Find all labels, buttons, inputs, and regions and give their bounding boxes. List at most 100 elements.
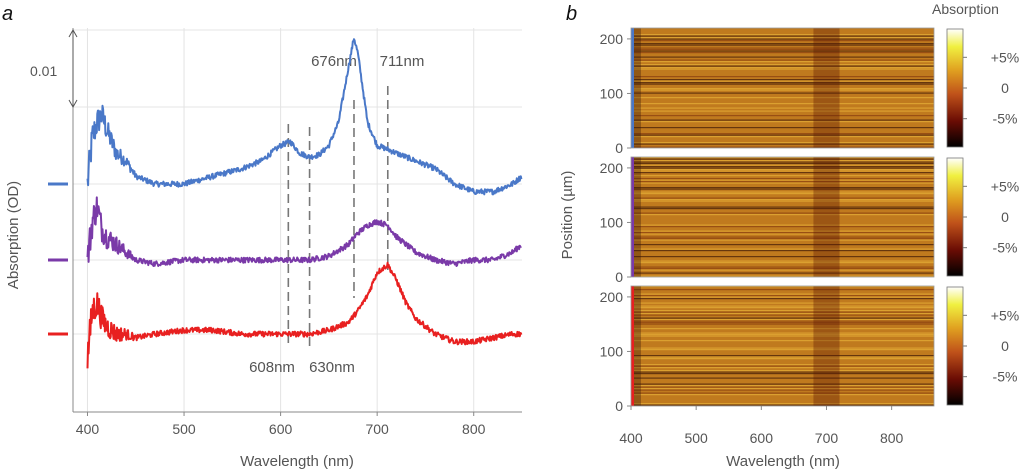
heatmap-streak bbox=[631, 392, 934, 394]
heatmap-panel: 0 100 200 +5% 0 -5% bbox=[600, 27, 1019, 156]
heatmap-streak bbox=[631, 61, 934, 63]
y-tick-label: 200 bbox=[600, 160, 624, 176]
heatmap-streak bbox=[631, 59, 934, 61]
y-tick-label: 100 bbox=[600, 214, 624, 230]
heatmap-streak bbox=[631, 388, 934, 390]
heatmap-streak bbox=[631, 322, 934, 324]
heatmap-streak bbox=[631, 214, 934, 216]
x-tick-label: 800 bbox=[880, 430, 904, 446]
heatmap-streak bbox=[631, 161, 934, 163]
heatmap-dark-band bbox=[813, 157, 840, 277]
panel-b-y-axis-label: Position (µm) bbox=[559, 171, 576, 260]
heatmap-streak bbox=[631, 365, 934, 367]
heatmap-streak bbox=[631, 383, 934, 385]
heatmap-streak bbox=[631, 191, 934, 193]
heatmap-streak bbox=[631, 88, 934, 90]
heatmap-streak bbox=[631, 43, 934, 45]
x-tick-label: 400 bbox=[76, 421, 100, 437]
heatmap-streak bbox=[631, 146, 934, 148]
heatmap-streak bbox=[631, 166, 934, 168]
heatmap-streak bbox=[631, 178, 934, 180]
series-line bbox=[86, 261, 523, 369]
heatmap-streak bbox=[631, 295, 934, 297]
heatmap-streak bbox=[631, 332, 934, 334]
heatmap-streak bbox=[631, 170, 934, 172]
heatmap-streak bbox=[631, 311, 934, 313]
heatmap-streak bbox=[631, 302, 934, 304]
heatmap-streak bbox=[631, 49, 934, 51]
heatmap-noise-edge bbox=[631, 157, 641, 277]
heatmap-streak bbox=[631, 158, 934, 160]
heatmap-streak bbox=[631, 197, 934, 199]
panel-a-x-ticks: 400 500 600 700 800 bbox=[76, 412, 486, 437]
heatmap-streak bbox=[631, 370, 934, 372]
heatmap-streak bbox=[631, 269, 934, 271]
heatmap-streak bbox=[631, 293, 934, 295]
colorbar-tick-label: -5% bbox=[993, 240, 1018, 256]
x-tick-label: 500 bbox=[172, 421, 196, 437]
heatmap-streak bbox=[631, 226, 934, 228]
heatmap-streak bbox=[631, 239, 934, 241]
heatmap-frame bbox=[630, 27, 935, 149]
heatmap-streak bbox=[631, 340, 934, 342]
heatmap-streak bbox=[631, 68, 934, 70]
heatmap-panel: 0 100 200 +5% 0 -5% bbox=[600, 285, 1019, 414]
heatmap-streak bbox=[631, 244, 934, 246]
heatmap-streak bbox=[631, 67, 934, 69]
x-tick-label: 600 bbox=[269, 421, 293, 437]
heatmap-streak bbox=[631, 403, 934, 405]
panel-a-series bbox=[86, 38, 523, 369]
colorbar-tick-label: -5% bbox=[993, 369, 1018, 385]
heatmap-streak bbox=[631, 286, 934, 288]
heatmap-streak bbox=[631, 188, 934, 190]
panel-a-x-axis-label: Wavelength (nm) bbox=[240, 453, 354, 470]
heatmap-streak bbox=[631, 167, 934, 169]
heatmap-streak bbox=[631, 367, 934, 369]
heatmap-streak bbox=[631, 64, 934, 66]
panel-a-letter: a bbox=[2, 3, 13, 25]
panel-b: b Absorption Position (µm) Wavelength (n… bbox=[559, 1, 1019, 470]
colorbar-tick-label: +5% bbox=[991, 307, 1019, 323]
heatmap-streak bbox=[631, 373, 934, 375]
y-tick-label: 0 bbox=[615, 398, 623, 414]
heatmap-streak bbox=[631, 386, 934, 388]
heatmap-streak bbox=[631, 163, 934, 165]
heatmap-streak bbox=[631, 169, 934, 171]
y-tick-label: 200 bbox=[600, 289, 624, 305]
colorbar-title: Absorption bbox=[932, 1, 999, 17]
heatmap-streak bbox=[631, 200, 934, 202]
colorbar bbox=[946, 28, 964, 148]
heatmap-streak bbox=[631, 364, 934, 366]
heatmap-streak bbox=[631, 110, 934, 112]
heatmap-streak bbox=[631, 320, 934, 322]
heatmap-streak bbox=[631, 262, 934, 264]
heatmap-streak bbox=[631, 275, 934, 277]
heatmap-streak bbox=[631, 133, 934, 135]
heatmap-streak bbox=[631, 37, 934, 39]
heatmap-streak bbox=[631, 268, 934, 270]
x-tick-label: 700 bbox=[815, 430, 839, 446]
heatmap-streak bbox=[631, 175, 934, 177]
heatmap-streak bbox=[631, 323, 934, 325]
heatmap-streak bbox=[631, 38, 934, 40]
heatmap-streak bbox=[631, 334, 934, 336]
heatmap-streak bbox=[631, 314, 934, 316]
x-tick-label: 400 bbox=[619, 430, 643, 446]
heatmap-streak bbox=[631, 236, 934, 238]
colorbar bbox=[946, 286, 964, 406]
heatmap-frame bbox=[630, 156, 935, 278]
heatmap-streak bbox=[631, 389, 934, 391]
heatmap-streak bbox=[631, 394, 934, 396]
heatmap-streak bbox=[631, 212, 934, 214]
wavelength-marker-label: 676nm bbox=[311, 53, 357, 70]
heatmap-streak bbox=[631, 119, 934, 121]
y-tick-label: 0 bbox=[615, 140, 623, 156]
panel-a: a 0.01 Absorption (OD) Wavelength (nm) 4… bbox=[2, 3, 523, 470]
panel-b-x-axis-label: Wavelength (nm) bbox=[726, 453, 840, 470]
series-line bbox=[86, 196, 522, 267]
heatmap-streak bbox=[631, 233, 934, 235]
scale-bar bbox=[68, 28, 78, 109]
heatmap-streak bbox=[631, 134, 934, 136]
heatmap-streak bbox=[631, 127, 934, 129]
heatmap-streak bbox=[631, 250, 934, 252]
